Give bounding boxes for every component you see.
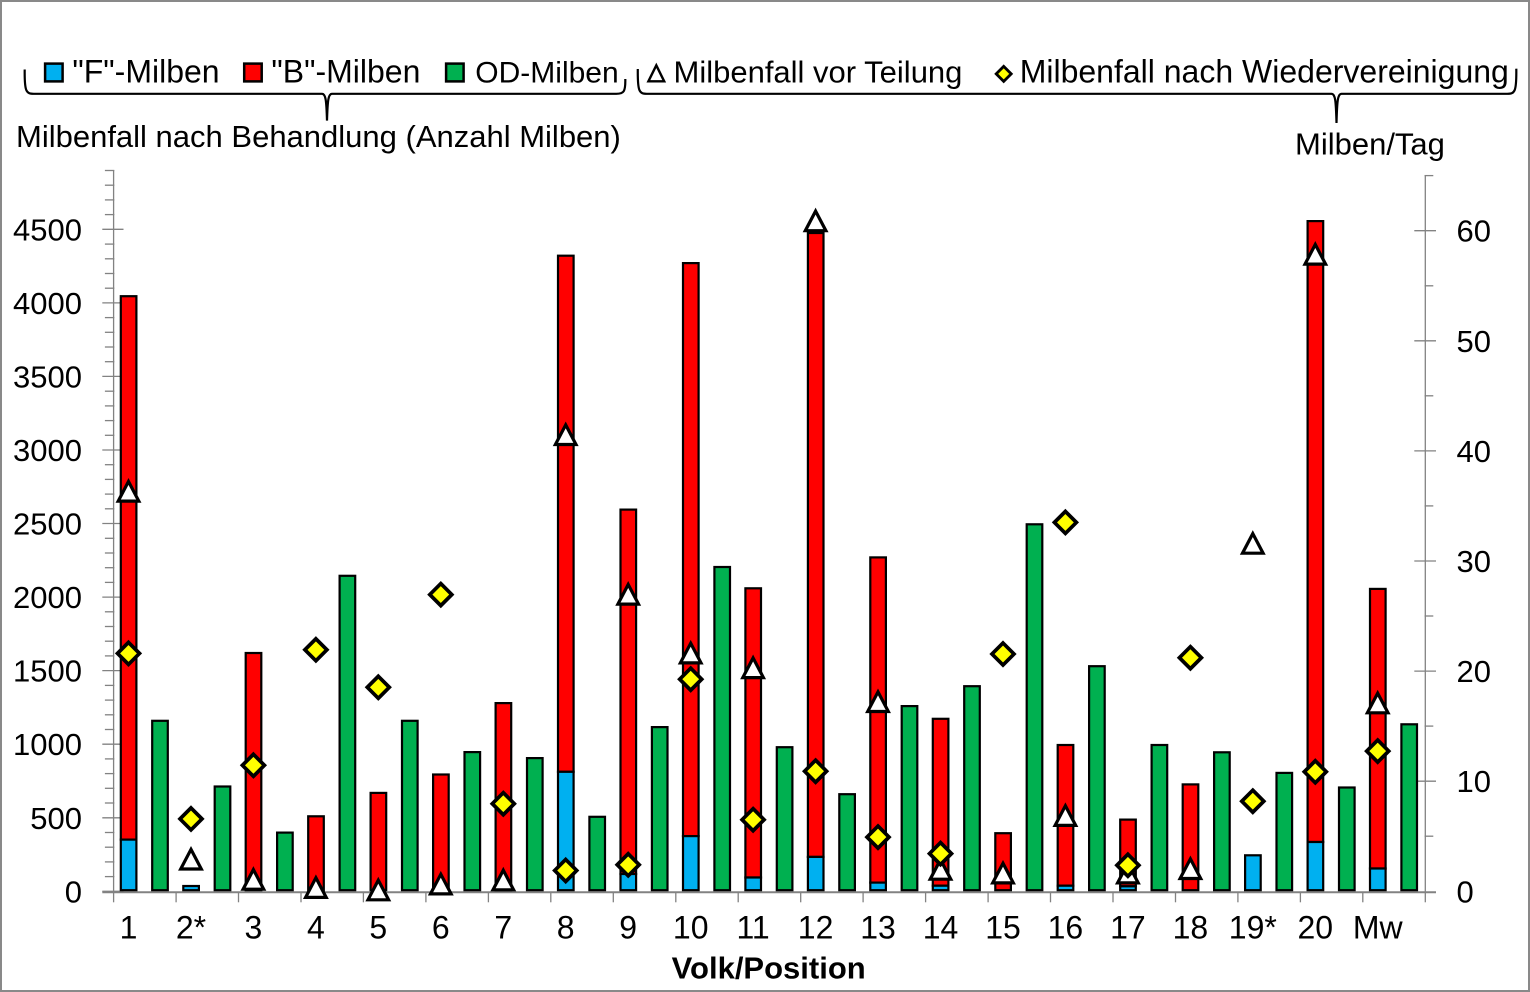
svg-text:11: 11: [736, 910, 769, 946]
svg-text:1: 1: [120, 910, 138, 946]
svg-text:Mw: Mw: [1353, 910, 1404, 946]
svg-text:1500: 1500: [13, 654, 82, 689]
svg-text:4: 4: [307, 910, 325, 946]
svg-text:20: 20: [1457, 654, 1491, 689]
svg-text:12: 12: [798, 910, 834, 946]
svg-text:1000: 1000: [13, 727, 82, 762]
svg-text:Milbenfall nach Wiedervereinig: Milbenfall nach Wiedervereinigung: [1020, 54, 1509, 90]
svg-text:14: 14: [923, 910, 959, 946]
svg-text:4500: 4500: [13, 212, 82, 247]
svg-text:2*: 2*: [176, 910, 206, 946]
svg-text:3: 3: [245, 910, 263, 946]
svg-text:0: 0: [65, 874, 82, 909]
svg-text:2000: 2000: [13, 580, 82, 615]
svg-text:50: 50: [1457, 324, 1491, 359]
svg-text:Milben/Tag: Milben/Tag: [1295, 127, 1445, 162]
svg-text:OD-Milben: OD-Milben: [475, 57, 618, 90]
svg-text:2500: 2500: [13, 507, 82, 542]
svg-text:60: 60: [1457, 214, 1491, 249]
svg-text:30: 30: [1457, 544, 1491, 579]
svg-text:3000: 3000: [13, 433, 82, 468]
svg-text:10: 10: [1457, 764, 1491, 799]
svg-text:Volk/Position: Volk/Position: [672, 951, 866, 986]
svg-text:15: 15: [985, 910, 1021, 946]
svg-text:9: 9: [619, 910, 637, 946]
svg-text:5: 5: [369, 910, 387, 946]
svg-text:0: 0: [1457, 874, 1474, 909]
svg-text:18: 18: [1173, 910, 1209, 946]
svg-text:8: 8: [557, 910, 575, 946]
svg-text:19*: 19*: [1229, 910, 1277, 946]
svg-text:40: 40: [1457, 434, 1491, 469]
svg-text:"B"-Milben: "B"-Milben: [271, 54, 420, 90]
svg-text:13: 13: [860, 910, 896, 946]
svg-text:10: 10: [673, 910, 709, 946]
svg-text:7: 7: [494, 910, 512, 946]
svg-text:3500: 3500: [13, 359, 82, 394]
svg-text:17: 17: [1110, 910, 1146, 946]
svg-text:Milbenfall nach Behandlung (An: Milbenfall nach Behandlung (Anzahl Milbe…: [16, 119, 621, 154]
svg-text:500: 500: [30, 801, 82, 836]
svg-text:16: 16: [1048, 910, 1084, 946]
svg-text:Milbenfall vor Teilung: Milbenfall vor Teilung: [674, 55, 963, 90]
svg-text:6: 6: [432, 910, 450, 946]
svg-text:4000: 4000: [13, 286, 82, 321]
svg-text:20: 20: [1298, 910, 1334, 946]
svg-text:"F"-Milben: "F"-Milben: [72, 54, 219, 90]
